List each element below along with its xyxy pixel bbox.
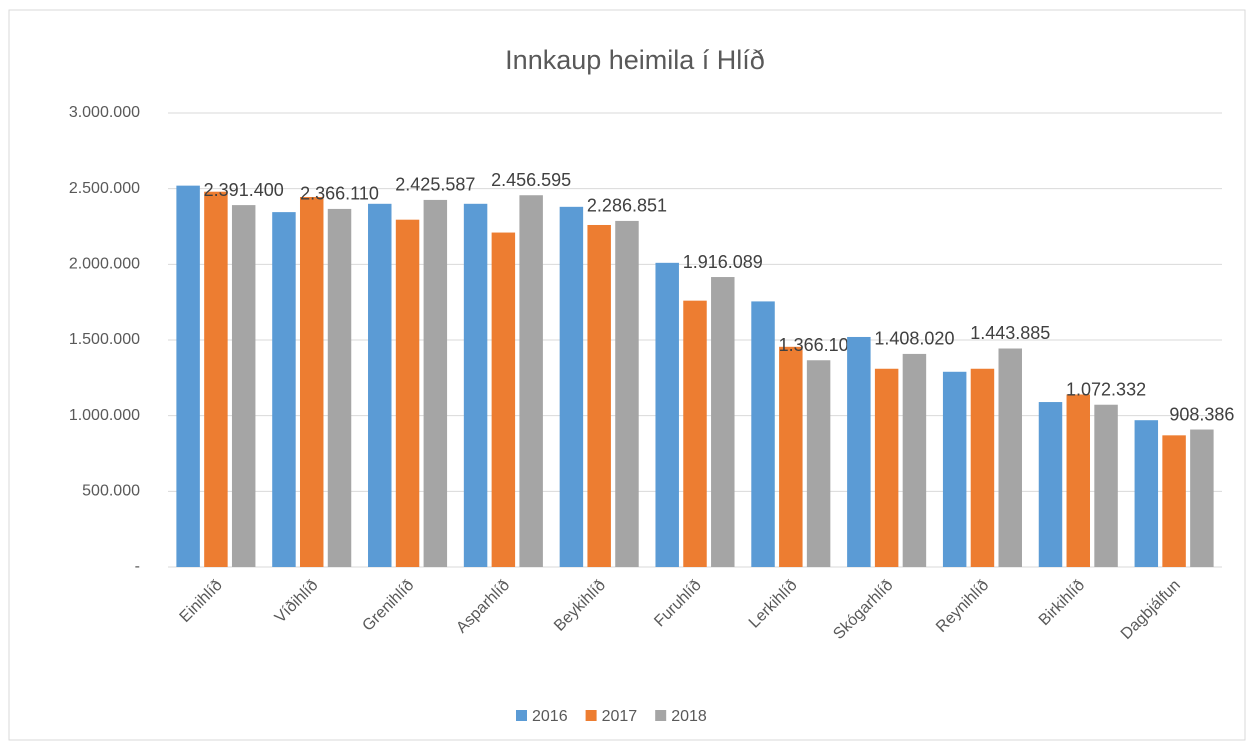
bar — [204, 191, 228, 567]
bar — [395, 219, 420, 567]
bar — [299, 196, 324, 568]
bar — [1190, 429, 1214, 567]
data-label: 1.443.885 — [970, 323, 1050, 343]
bar — [751, 301, 775, 567]
y-tick-label: 2.500.000 — [69, 180, 140, 197]
bar — [779, 346, 803, 567]
bar — [491, 232, 516, 567]
legend-label: 2018 — [671, 708, 707, 725]
bar — [711, 277, 735, 567]
bar — [231, 205, 256, 567]
bar — [683, 300, 707, 567]
data-label: 1.916.089 — [683, 252, 763, 272]
y-tick-label: - — [135, 558, 140, 575]
chart-title: Innkaup heimila í Hlíð — [505, 45, 765, 75]
bar — [1066, 394, 1091, 567]
bar — [970, 368, 995, 567]
bar — [1094, 404, 1118, 567]
legend-swatch — [516, 710, 527, 721]
bar — [176, 185, 200, 567]
y-tick-label: 3.000.000 — [69, 104, 140, 121]
data-label: 2.456.595 — [491, 170, 571, 190]
bar — [998, 348, 1022, 567]
bar — [942, 371, 967, 567]
y-tick-label: 2.000.000 — [69, 256, 140, 273]
bar — [1134, 420, 1159, 567]
data-label: 2.391.400 — [204, 180, 284, 200]
data-label: 2.366.110 — [300, 184, 379, 204]
legend-swatch — [585, 710, 597, 721]
bar — [587, 224, 611, 567]
data-label: 2.286.851 — [587, 196, 667, 216]
bar — [1162, 435, 1186, 567]
legend-swatch — [655, 710, 667, 721]
y-tick-label: 500.000 — [82, 483, 140, 500]
bar — [874, 368, 899, 567]
bar — [368, 203, 392, 568]
bar — [902, 353, 927, 567]
legend-label: 2017 — [602, 708, 638, 725]
bar — [847, 336, 871, 567]
data-label: 908.386 — [1169, 404, 1234, 424]
bar — [519, 195, 543, 567]
data-label: 1.366.100 — [779, 335, 859, 355]
bar — [327, 208, 352, 567]
bar — [615, 220, 639, 567]
data-label: 1.408.020 — [874, 329, 954, 349]
bar — [423, 199, 448, 567]
bar — [655, 262, 679, 567]
legend-label: 2016 — [532, 708, 568, 725]
bar — [463, 203, 488, 568]
y-tick-label: 1.500.000 — [69, 331, 140, 348]
bar — [272, 212, 296, 567]
data-label: 2.425.587 — [395, 175, 475, 195]
bar — [559, 206, 584, 567]
bar — [806, 360, 831, 567]
bar — [1038, 402, 1063, 567]
y-tick-label: 1.000.000 — [69, 407, 140, 424]
data-label: 1.072.332 — [1066, 379, 1146, 399]
